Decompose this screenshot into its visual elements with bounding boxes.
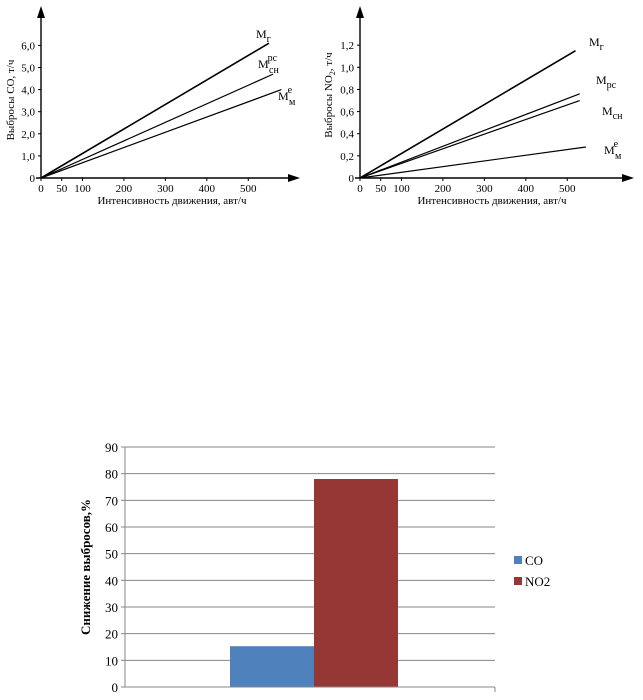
no2-series-line — [359, 146, 586, 179]
bar-chart-ylabel: Снижение выбросов,% — [78, 499, 93, 635]
no2-x-tick-label: 300 — [476, 183, 493, 195]
no2-y-tick-label: 0,2 — [340, 151, 354, 163]
chart-co-y-arrow — [37, 6, 45, 18]
no2-x-tick-label: 50 — [375, 183, 387, 195]
bar-chart-y-tick-label: 60 — [105, 520, 118, 535]
co-y-tick-label: 6,0 — [21, 40, 35, 52]
co-y-tick-label: 2,0 — [21, 129, 35, 141]
legend-label-co: CO — [525, 553, 543, 568]
bar-chart-y-tick-label: 0 — [112, 680, 119, 695]
co-y-tick-label: 3,0 — [21, 107, 35, 119]
no2-series-label: Mрс — [596, 73, 617, 91]
co-x-tick-label: 200 — [116, 183, 133, 195]
no2-series-label: Mсн — [602, 104, 623, 122]
legend-label-no2: NO2 — [525, 574, 550, 589]
chart-co-series: Mг Mрс сн Mе м — [40, 27, 296, 179]
chart-co-x-ticks: 0 50 100 200 300 400 500 — [38, 178, 257, 195]
bar-chart-gridlines — [125, 446, 495, 661]
co-y-tick-label: 0 — [30, 173, 36, 185]
chart-no2-series: Mг Mрс Mсн Mе м — [359, 35, 623, 179]
co-series-label: Mг — [256, 27, 271, 45]
no2-y-tick-label: 0,6 — [340, 107, 354, 119]
chart-co-ylabel: Выбросы СО, т/ч — [5, 59, 17, 140]
bar-chart-y-tick-label: 80 — [105, 467, 118, 482]
bar-chart-legend: CO NO2 — [514, 553, 550, 589]
legend-swatch-no2 — [514, 577, 522, 585]
bar-co — [230, 646, 314, 687]
co-series-label: Mрс сн — [258, 53, 279, 76]
no2-x-tick-label: 500 — [559, 183, 576, 195]
co-x-tick-label: 500 — [240, 183, 257, 195]
bar-chart-y-tick-label: 50 — [105, 547, 118, 562]
bar-chart-y-tick-label: 10 — [105, 653, 118, 668]
bar-no2 — [314, 479, 398, 687]
no2-y-tick-label: 0 — [349, 173, 355, 185]
chart-co-y-ticks: 0 1,0 2,0 3,0 4,0 5,0 6,0 — [21, 40, 41, 185]
chart-co-x-arrow — [288, 174, 300, 182]
co-x-tick-label: 300 — [157, 183, 174, 195]
no2-series-line — [359, 99, 580, 179]
co-x-tick-label: 400 — [199, 183, 216, 195]
no2-x-tick-label: 400 — [518, 183, 535, 195]
no2-series-label: Mг — [589, 35, 604, 53]
co-series-label: Mе м — [278, 85, 296, 108]
no2-series-line — [359, 50, 576, 179]
chart-no2-xlabel: Интенсивность движения, авт/ч — [417, 195, 566, 207]
bar-chart-y-tick-label: 90 — [105, 440, 118, 455]
bar-chart-y-tick-label: 20 — [105, 627, 118, 642]
no2-y-tick-label: 0,4 — [340, 129, 354, 141]
no2-x-tick-label: 0 — [357, 183, 363, 195]
chart-co-xlabel: Интенсивность движения, авт/ч — [97, 195, 246, 207]
no2-series-line — [359, 93, 580, 179]
chart-co-axes — [36, 6, 300, 182]
no2-x-tick-label: 200 — [435, 183, 452, 195]
no2-y-tick-label: 0,8 — [340, 84, 354, 96]
legend-swatch-co — [514, 556, 522, 564]
chart-no2-y-arrow — [356, 6, 364, 18]
co-y-tick-label: 1,0 — [21, 151, 35, 163]
co-y-tick-label: 5,0 — [21, 63, 35, 75]
co-series-line — [40, 89, 282, 179]
co-series-line — [40, 42, 270, 179]
co-series-line — [40, 73, 274, 179]
chart-co-emissions: 0 1,0 2,0 3,0 4,0 5,0 6,0 0 50 100 200 300 400 500 M… — [5, 6, 300, 207]
bar-chart-y-tick-label: 70 — [105, 493, 118, 508]
bar-chart-y-tick-label: 30 — [105, 600, 118, 615]
chart-no2-x-ticks: 0 50 100 200 300 400 500 — [357, 178, 576, 195]
bar-chart-bars — [230, 479, 398, 687]
chart-no2-ylabel: Выбросы NO2, т/ч — [323, 52, 337, 138]
co-y-tick-label: 4,0 — [21, 85, 35, 97]
no2-y-tick-label: 1,0 — [340, 62, 354, 74]
bar-chart-y-tick-label: 40 — [105, 573, 118, 588]
no2-x-tick-label: 100 — [393, 183, 410, 195]
chart-no2-x-arrow — [622, 174, 634, 182]
co-x-tick-label: 100 — [74, 183, 91, 195]
chart-no2-axes — [355, 6, 634, 182]
no2-y-tick-label: 1,2 — [340, 40, 354, 52]
no2-series-label: Mе м — [604, 139, 622, 162]
chart-no2-emissions: 0 0,2 0,4 0,6 0,8 1,0 1,2 0 50 100 200 300 400 500 M… — [323, 6, 634, 207]
co-x-tick-label: 50 — [56, 183, 68, 195]
co-x-tick-label: 0 — [38, 183, 44, 195]
bar-chart-y-ticks: 0 10 20 30 40 50 60 70 80 90 — [105, 440, 125, 695]
chart-no2-y-ticks: 0 0,2 0,4 0,6 0,8 1,0 1,2 — [340, 40, 360, 185]
